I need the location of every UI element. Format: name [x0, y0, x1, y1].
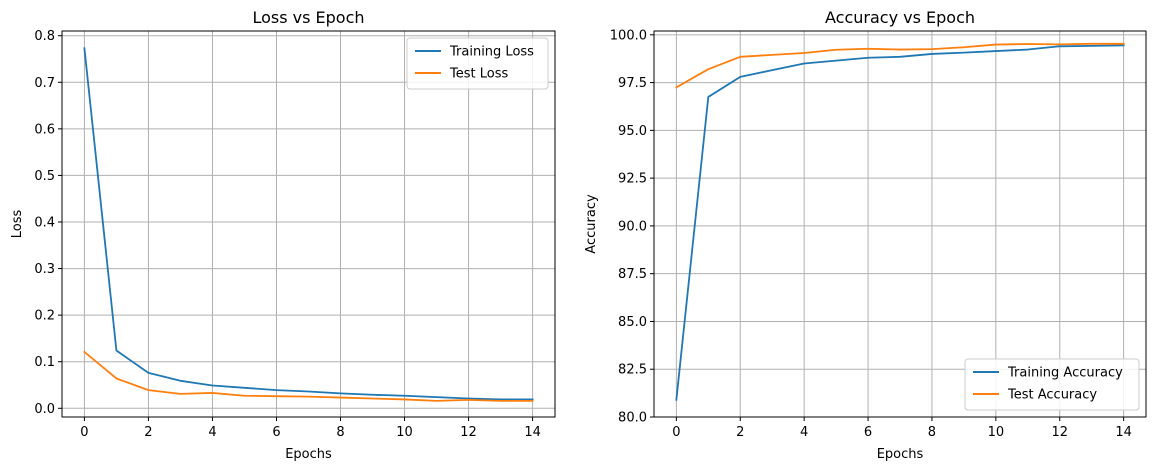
accuracy-x-axis-title: Epochs [877, 447, 924, 462]
accuracy-y-tick-label: 95.0 [618, 124, 647, 139]
accuracy-y-tick-label: 82.5 [618, 363, 647, 378]
loss-legend-box [406, 37, 549, 90]
loss-y-tick-label: 0.8 [34, 29, 55, 44]
accuracy-x-tick-label: 6 [864, 425, 872, 440]
training-loss-legend-label: Training Loss [449, 45, 534, 60]
loss-x-tick-label: 2 [144, 425, 152, 440]
test-accuracy-line [675, 42, 1125, 89]
loss-x-tick-label: 6 [272, 425, 280, 440]
training-accuracy-legend-label: Training Accuracy [1007, 366, 1123, 381]
loss-x-tick-label: 4 [208, 425, 216, 440]
loss-y-tick-label: 0.7 [34, 76, 55, 91]
loss-x-tick-label: 10 [396, 425, 413, 440]
loss-y-tick-label: 0.3 [34, 262, 55, 277]
loss-legend: Training Loss Test Loss [406, 37, 549, 90]
training-accuracy-line [675, 44, 1125, 401]
accuracy-y-tick-label: 97.5 [618, 76, 647, 91]
loss-x-tick-label: 14 [524, 425, 541, 440]
test-loss-line [83, 350, 534, 402]
accuracy-y-axis-title: Accuracy [584, 194, 599, 254]
loss-x-tick-label: 8 [336, 425, 344, 440]
accuracy-x-tick-label: 14 [1115, 425, 1132, 440]
accuracy-legend: Training Accuracy Test Accuracy [964, 358, 1140, 411]
test-loss-legend-label: Test Loss [449, 67, 508, 82]
accuracy-y-tick-label: 80.0 [618, 411, 647, 426]
accuracy-x-tick-label: 10 [988, 425, 1005, 440]
accuracy-chart: 0 2 4 6 8 10 12 14 80.0 82.5 85.0 87.5 90.0 92.5 95.0 9… [584, 8, 1147, 462]
accuracy-axes-frame [653, 30, 1147, 418]
loss-y-tick-label: 0.0 [34, 402, 55, 417]
loss-y-axis-title: Loss [10, 210, 25, 239]
accuracy-y-tick-label: 87.5 [618, 267, 647, 282]
loss-y-tick-label: 0.5 [34, 169, 55, 184]
accuracy-x-tick-label: 12 [1051, 425, 1068, 440]
accuracy-x-tick-label: 0 [672, 425, 680, 440]
loss-x-tick-label: 0 [80, 425, 88, 440]
accuracy-y-tick-label: 100.0 [610, 28, 647, 43]
loss-y-tick-label: 0.1 [34, 355, 55, 370]
accuracy-x-tick-label: 4 [800, 425, 808, 440]
accuracy-y-tick-label: 92.5 [618, 172, 647, 187]
loss-y-tick-label: 0.2 [34, 309, 55, 324]
loss-y-tick-label: 0.6 [34, 122, 55, 137]
test-accuracy-legend-label: Test Accuracy [1007, 388, 1097, 403]
loss-axes-frame [61, 30, 556, 418]
loss-x-tick-label: 12 [460, 425, 477, 440]
loss-chart: 0 2 4 6 8 10 12 14 0.0 0.1 0.2 0.3 0.4 0.5 0.6 0.7 0.8 Lo… [10, 8, 556, 462]
accuracy-x-tick-label: 2 [736, 425, 744, 440]
accuracy-y-tick-label: 85.0 [618, 315, 647, 330]
accuracy-plot-area [654, 31, 1146, 417]
loss-chart-title: Loss vs Epoch [252, 8, 364, 27]
accuracy-legend-box [964, 358, 1140, 411]
accuracy-x-tick-label: 8 [928, 425, 936, 440]
accuracy-y-tick-label: 90.0 [618, 219, 647, 234]
accuracy-chart-title: Accuracy vs Epoch [825, 8, 975, 27]
training-loss-line [83, 47, 534, 401]
loss-y-tick-label: 0.4 [34, 215, 55, 230]
loss-plot-area [62, 31, 555, 417]
loss-x-axis-title: Epochs [285, 447, 332, 462]
